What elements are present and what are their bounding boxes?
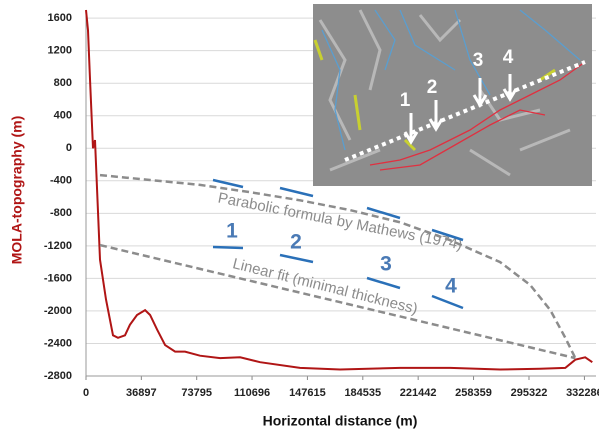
y-tick-label: -2000 bbox=[44, 305, 72, 317]
segment-marker bbox=[213, 247, 243, 248]
chart: -2800 -2400 -2000 -1600 -1200 -800 -400 0 400 800… bbox=[0, 0, 599, 438]
segment-label: 4 bbox=[445, 275, 457, 298]
x-tick-label: 221442 bbox=[400, 387, 437, 399]
x-tick-label: 184535 bbox=[344, 387, 381, 399]
y-tick-label: -800 bbox=[50, 207, 72, 219]
y-tick-label: -1200 bbox=[44, 240, 72, 252]
y-tick-label: -2800 bbox=[44, 370, 72, 382]
segment-marker bbox=[280, 255, 313, 262]
y-tick-label: -2400 bbox=[44, 337, 72, 349]
y-tick-label: 400 bbox=[54, 110, 72, 122]
series-line bbox=[100, 175, 575, 358]
y-tick-label: 800 bbox=[54, 77, 72, 89]
inset-map: 1 2 3 4 bbox=[313, 4, 592, 186]
x-tick-label: 332286 bbox=[566, 387, 599, 399]
y-tick-label: 0 bbox=[66, 142, 72, 154]
y-tick-label: 1200 bbox=[48, 45, 72, 57]
series-line bbox=[100, 245, 575, 358]
y-axis-label: MOLA-topography (m) bbox=[9, 116, 25, 265]
segment-label: 2 bbox=[290, 231, 302, 254]
y-tick-label: 1600 bbox=[48, 12, 72, 24]
segment-label: 1 bbox=[226, 220, 238, 243]
x-tick-label: 147615 bbox=[289, 387, 326, 399]
x-tick-label: 258359 bbox=[455, 387, 492, 399]
segment-label: 3 bbox=[380, 253, 392, 276]
x-tick-label: 110696 bbox=[234, 387, 270, 399]
y-tick-label: -400 bbox=[50, 175, 72, 187]
y-tick-label: -1600 bbox=[44, 272, 72, 284]
x-tick-label: 36897 bbox=[126, 387, 157, 399]
annotation: Parabolic formula by Mathews (1974) bbox=[217, 189, 464, 253]
segment-marker bbox=[432, 296, 463, 308]
segment-marker bbox=[367, 278, 400, 288]
inset-label: 3 bbox=[473, 50, 484, 71]
segment-marker bbox=[280, 188, 313, 196]
x-axis-label: Horizontal distance (m) bbox=[263, 413, 418, 429]
x-tick-label: 295322 bbox=[511, 387, 548, 399]
inset-label: 2 bbox=[427, 77, 438, 98]
x-tick-label: 73795 bbox=[181, 387, 212, 399]
inset-label: 1 bbox=[400, 90, 411, 111]
inset-label: 4 bbox=[503, 47, 514, 68]
x-tick-label: 0 bbox=[83, 387, 89, 399]
